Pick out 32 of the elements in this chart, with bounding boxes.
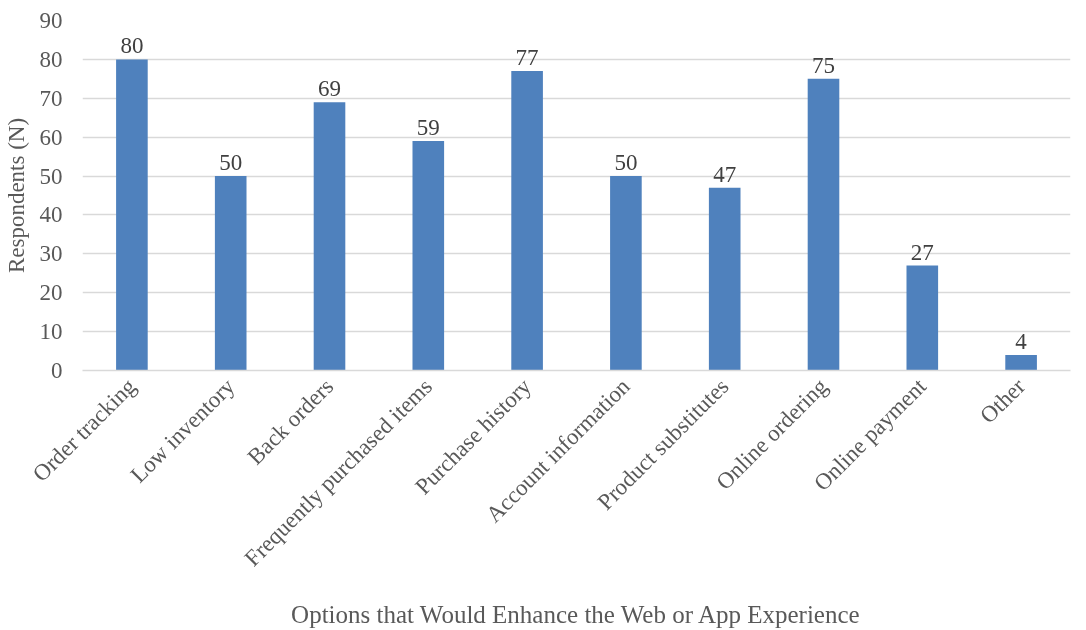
y-tick-label: 50: [39, 163, 63, 189]
y-tick-label: 20: [39, 280, 63, 306]
x-axis-title: Options that Would Enhance the Web or App Experience: [291, 600, 860, 628]
data-label: 59: [416, 115, 440, 141]
bar: [412, 141, 445, 371]
data-label: 4: [1015, 328, 1028, 354]
bar: [610, 176, 642, 371]
data-label: 27: [910, 239, 934, 265]
y-axis-title: Respondents (N): [3, 117, 29, 274]
y-tick-label: 90: [39, 8, 63, 33]
y-tick-label: 0: [51, 358, 63, 383]
bar: [708, 187, 741, 371]
data-label: 50: [219, 150, 243, 176]
bar: [116, 59, 148, 371]
bar: [511, 71, 543, 371]
data-label: 47: [713, 161, 737, 187]
bar: [807, 78, 840, 371]
y-tick-label: 40: [39, 202, 63, 228]
data-label: 80: [120, 33, 144, 59]
y-tick-label: 60: [39, 124, 63, 150]
bar: [313, 102, 346, 371]
y-tick-label: 70: [39, 85, 63, 111]
bar: [1005, 354, 1037, 371]
y-tick-label: 30: [39, 241, 63, 267]
data-label: 50: [614, 150, 638, 176]
y-tick-label: 80: [39, 46, 63, 72]
data-label: 77: [515, 45, 539, 71]
bar: [906, 265, 939, 371]
bar: [214, 176, 247, 371]
data-label: 75: [812, 52, 835, 78]
data-label: 69: [318, 76, 341, 102]
y-tick-label: 10: [39, 319, 63, 345]
